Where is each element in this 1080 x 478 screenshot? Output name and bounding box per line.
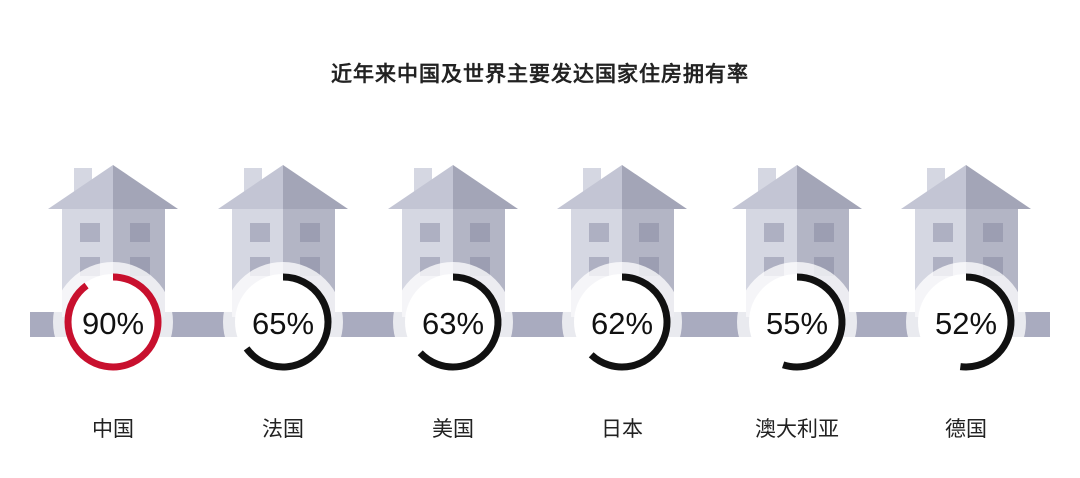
- window: [470, 223, 490, 242]
- window: [80, 223, 100, 242]
- window: [250, 223, 270, 242]
- progress-arc: [64, 273, 162, 371]
- country-label: 日本: [601, 417, 643, 441]
- progress-arc: [782, 273, 846, 371]
- percent-label: 55%: [766, 306, 828, 341]
- ring-background: [574, 274, 670, 370]
- roof-right: [113, 165, 178, 209]
- roof-left: [388, 165, 453, 209]
- ring-background: [235, 274, 331, 370]
- percent-label: 52%: [935, 306, 997, 341]
- progress-arc: [417, 273, 502, 371]
- country-label: 美国: [432, 417, 474, 441]
- percent-label: 63%: [422, 306, 484, 341]
- progress-arc: [588, 273, 671, 371]
- country-label: 德国: [945, 417, 987, 441]
- ring-background: [749, 274, 845, 370]
- window: [983, 223, 1003, 242]
- ring-background: [918, 274, 1014, 370]
- percent-label: 90%: [82, 306, 144, 341]
- country-label: 澳大利亚: [755, 417, 839, 441]
- roof-right: [453, 165, 518, 209]
- ring-background: [65, 274, 161, 370]
- percent-label: 65%: [252, 306, 314, 341]
- house-item-0: 90% 中国: [48, 165, 178, 441]
- house-item-5: 52% 德国: [901, 165, 1031, 441]
- progress-arc: [243, 273, 332, 371]
- percent-label: 62%: [591, 306, 653, 341]
- house-item-4: 55% 澳大利亚: [732, 165, 862, 441]
- window: [130, 223, 150, 242]
- roof-left: [901, 165, 966, 209]
- roof-right: [797, 165, 862, 209]
- ring-background: [405, 274, 501, 370]
- roof-right: [966, 165, 1031, 209]
- progress-arc: [959, 273, 1015, 371]
- country-label: 中国: [92, 417, 134, 441]
- roof-left: [732, 165, 797, 209]
- house-item-2: 63% 美国: [388, 165, 518, 441]
- road: [30, 312, 1050, 337]
- roof-right: [283, 165, 348, 209]
- window: [300, 223, 320, 242]
- roof-left: [557, 165, 622, 209]
- chart-title: 近年来中国及世界主要发达国家住房拥有率: [331, 62, 749, 86]
- window: [764, 223, 784, 242]
- house-item-1: 65% 法国: [218, 165, 348, 441]
- window: [639, 223, 659, 242]
- roof-left: [48, 165, 113, 209]
- roof-right: [622, 165, 687, 209]
- window: [589, 223, 609, 242]
- country-label: 法国: [262, 417, 304, 441]
- window: [933, 223, 953, 242]
- roof-left: [218, 165, 283, 209]
- house-item-3: 62% 日本: [557, 165, 687, 441]
- window: [420, 223, 440, 242]
- window: [814, 223, 834, 242]
